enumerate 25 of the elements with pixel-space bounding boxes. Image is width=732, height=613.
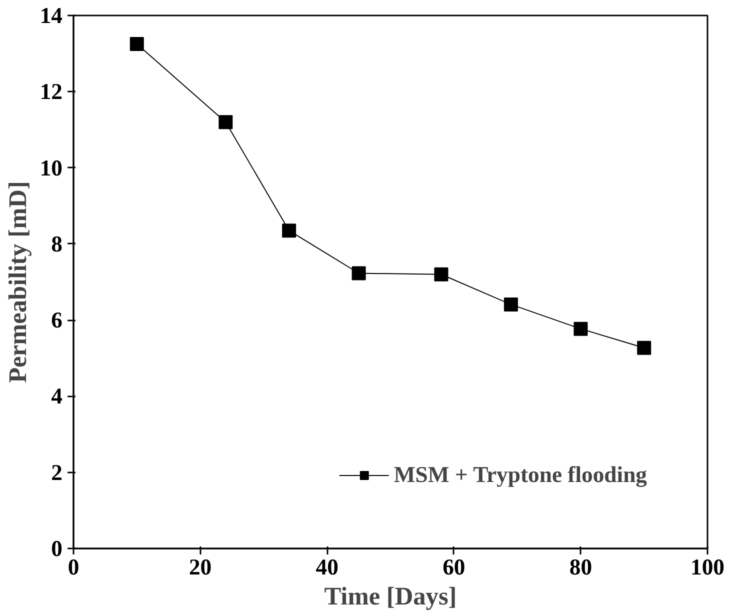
x-tick-label: 60 (442, 554, 466, 580)
point (352, 266, 366, 280)
y-tick-label: 2 (51, 460, 62, 485)
point (282, 224, 296, 238)
x-axis-title: Time [Days] (324, 582, 457, 610)
point (130, 37, 144, 52)
y-tick-label: 4 (51, 384, 62, 409)
x-tick-label: 20 (188, 554, 212, 580)
point (574, 322, 588, 336)
x-tick-label: 80 (569, 554, 592, 580)
y-tick-label: 14 (40, 3, 62, 28)
x-tick-label: 100 (690, 554, 724, 580)
x-tick-label: 40 (316, 554, 338, 580)
point (218, 115, 233, 130)
y-tick-label: 0 (51, 536, 62, 561)
point (637, 340, 652, 355)
y-axis-title: Permeability [mD] (4, 181, 32, 383)
y-tick-label: 12 (40, 79, 62, 104)
y-tick-label: 8 (51, 231, 62, 256)
point (504, 297, 518, 312)
x-tick-label: 0 (68, 554, 80, 580)
legend-label: MSM + Tryptone flooding (394, 462, 647, 488)
y-tick-label: 6 (51, 308, 62, 333)
point (434, 267, 448, 282)
y-tick-label: 10 (40, 155, 62, 180)
